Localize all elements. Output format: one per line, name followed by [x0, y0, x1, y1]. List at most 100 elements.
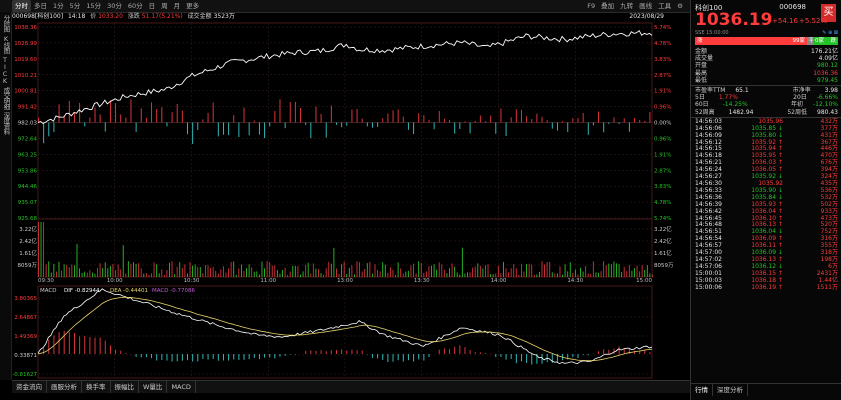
toolbar-action[interactable]: F9: [587, 2, 596, 10]
macd-histogram-bar: [407, 354, 409, 361]
period-tab[interactable]: 60分: [127, 2, 143, 10]
volume-axis-label: 3.22亿: [19, 225, 37, 233]
period-tab[interactable]: 日: [148, 2, 156, 10]
price-histogram-bar: [300, 107, 302, 123]
volume-bar: [220, 269, 222, 277]
intraday-chart[interactable]: 1038.36 5.74% 1028.99 4.78% 1019.60 3.83% 1010…: [12, 22, 680, 380]
indicator-tab[interactable]: 振幅比: [111, 381, 139, 393]
period-tab[interactable]: 更多: [186, 2, 200, 10]
price-histogram-bar: [258, 122, 260, 135]
period-tab[interactable]: 月: [173, 2, 181, 10]
tick-row[interactable]: 14:56:06 1035.85 ↓ 377万: [691, 125, 841, 133]
tick-row[interactable]: 15:00:03 1036.18 ↑ 1.44亿: [691, 277, 841, 285]
period-tab[interactable]: 30分: [107, 2, 122, 10]
tick-row[interactable]: 14:56:54 1036.09 ↑ 316万: [691, 235, 841, 243]
tick-row[interactable]: 14:56:39 1035.93 ↑ 502万: [691, 201, 841, 209]
indicator-tab[interactable]: MACD: [167, 381, 196, 393]
breadth-segment: 涨 99家: [695, 37, 807, 45]
volume-bar: [184, 264, 186, 277]
tick-row[interactable]: 14:56:48 1036.13 ↑ 520万: [691, 222, 841, 229]
left-tool-item[interactable]: 分时图: [2, 15, 10, 32]
buy-button[interactable]: 买: [821, 4, 836, 22]
toolbar-action[interactable]: 工具: [658, 2, 672, 10]
volume-bar: [197, 266, 199, 277]
tick-row[interactable]: 14:56:21 1036.03 ↑ 676万: [691, 159, 841, 167]
period-row: 60日 -14.25% 年初 -12.10%: [691, 101, 841, 108]
tick-row[interactable]: 14:57:02 1036.13 ↑ 198万: [691, 256, 841, 264]
left-tool-item[interactable]: TICK: [1, 55, 9, 84]
pct-axis-label: 3.83%: [654, 57, 671, 63]
tick-row[interactable]: 14:56:57 1036.11 ↑ 355万: [691, 242, 841, 250]
tick-row[interactable]: 14:56:24 1036.05 ↑ 394万: [691, 166, 841, 174]
period-tab[interactable]: 5分: [69, 2, 81, 10]
volume-bar: [251, 267, 253, 277]
cursor-change: 51.17(5.21%): [141, 13, 183, 20]
tick-row[interactable]: 15:00:06 1036.19 ↑ 1511万: [691, 283, 841, 292]
period-tab[interactable]: 多日: [34, 2, 47, 10]
tick-row[interactable]: 14:56:27 1035.92 ↓ 324万: [691, 173, 841, 181]
toolbar-action[interactable]: ⚙: [677, 2, 683, 10]
volume-bar: [544, 264, 546, 277]
tick-volume: 367万: [820, 138, 838, 146]
volume-bar: [138, 263, 140, 277]
toolbar-action[interactable]: 叠加: [601, 2, 615, 10]
volume-bar: [564, 264, 566, 277]
left-tool-item[interactable]: 深度资料: [2, 111, 10, 134]
period-tab[interactable]: 周: [161, 2, 168, 10]
volume-bar: [371, 273, 373, 277]
volume-bar: [112, 263, 114, 277]
panel-action-icons[interactable]: ✎ ⊕ ⊠: [822, 30, 838, 36]
indicator-tab[interactable]: 资金流向: [12, 381, 47, 393]
macd-histogram-bar: [474, 352, 476, 354]
market-breadth-bar: 涨 99家平 0家跌: [695, 37, 838, 45]
toolbar-action[interactable]: 九转: [620, 2, 634, 10]
tick-volume: 1511万: [816, 283, 838, 291]
volume-bar: [48, 261, 50, 277]
price-axis-label: 982.03: [18, 121, 38, 127]
tick-row[interactable]: 14:57:00 1036.09 ↓ 318万: [691, 249, 841, 257]
period-tab[interactable]: 15分: [86, 2, 102, 10]
tick-time: 14:56:57: [695, 242, 722, 250]
tick-row[interactable]: 14:56:51 1036.04 ↓ 752万: [691, 228, 841, 236]
macd-histogram-bar: [135, 354, 137, 357]
volume-bar: [297, 266, 299, 277]
tick-row[interactable]: 14:56:33 1035.90 ↓ 536万: [691, 187, 841, 195]
indicator-tab[interactable]: 画服分析: [47, 381, 82, 393]
tick-row[interactable]: 14:56:45 1036.10 ↑ 473万: [691, 215, 841, 223]
indicator-tab[interactable]: W量比: [139, 381, 168, 393]
tick-row[interactable]: 14:56:36 1035.84 ↓ 532万: [691, 194, 841, 202]
macd-histogram-bar: [449, 349, 451, 354]
volume-bar: [43, 222, 45, 277]
volume-bar: [238, 268, 240, 277]
price-axis-label: 953.86: [18, 168, 38, 174]
tick-row[interactable]: 14:56:42 1036.04 ↑ 933万: [691, 208, 841, 216]
left-tool-item[interactable]: 成交明细: [2, 86, 10, 109]
panel-tab[interactable]: 深度分析: [713, 384, 748, 396]
price-histogram-bar: [207, 112, 209, 123]
panel-tab[interactable]: 行情: [691, 384, 713, 396]
tick-row[interactable]: 14:57:06 1036.12 ↓ 6万: [691, 263, 841, 271]
volume-bar: [336, 268, 337, 277]
tick-row[interactable]: 14:56:03 1035.96 432万: [691, 118, 841, 126]
period-tab[interactable]: 分时: [12, 0, 31, 12]
tick-row[interactable]: 15:00:01 1036.15 ↑ 2431万: [691, 270, 841, 278]
tick-volume: 676万: [820, 159, 838, 167]
macd-histogram-bar: [356, 350, 358, 354]
period-tab[interactable]: 1分: [53, 2, 64, 10]
stat-value: 1036.36: [813, 69, 838, 77]
volume-bar: [616, 263, 617, 277]
left-tool-item[interactable]: K线图: [2, 34, 10, 53]
tick-row[interactable]: 14:56:12 1035.92 ↑ 367万: [691, 138, 841, 147]
tick-row[interactable]: 14:56:09 1035.80 ↓ 431万: [691, 132, 841, 140]
tick-row[interactable]: 14:56:18 1035.95 ↑ 470万: [691, 152, 841, 160]
tick-row[interactable]: 14:56:30 1035.92 435万: [691, 180, 841, 188]
indicator-tab[interactable]: 换手率: [82, 381, 111, 393]
toolbar-action[interactable]: 画线: [639, 2, 653, 10]
macd-histogram-bar: [156, 354, 158, 361]
volume-bar: [580, 267, 581, 277]
tick-row[interactable]: 14:56:15 1035.94 ↑ 446万: [691, 146, 841, 153]
price-histogram-bar: [130, 99, 132, 123]
tick-list[interactable]: 14:56:03 1035.96 432万 14:56:06 1035.85 ↓ 377万…: [691, 118, 841, 292]
volume-bar: [261, 261, 263, 277]
volume-bar: [202, 273, 204, 277]
